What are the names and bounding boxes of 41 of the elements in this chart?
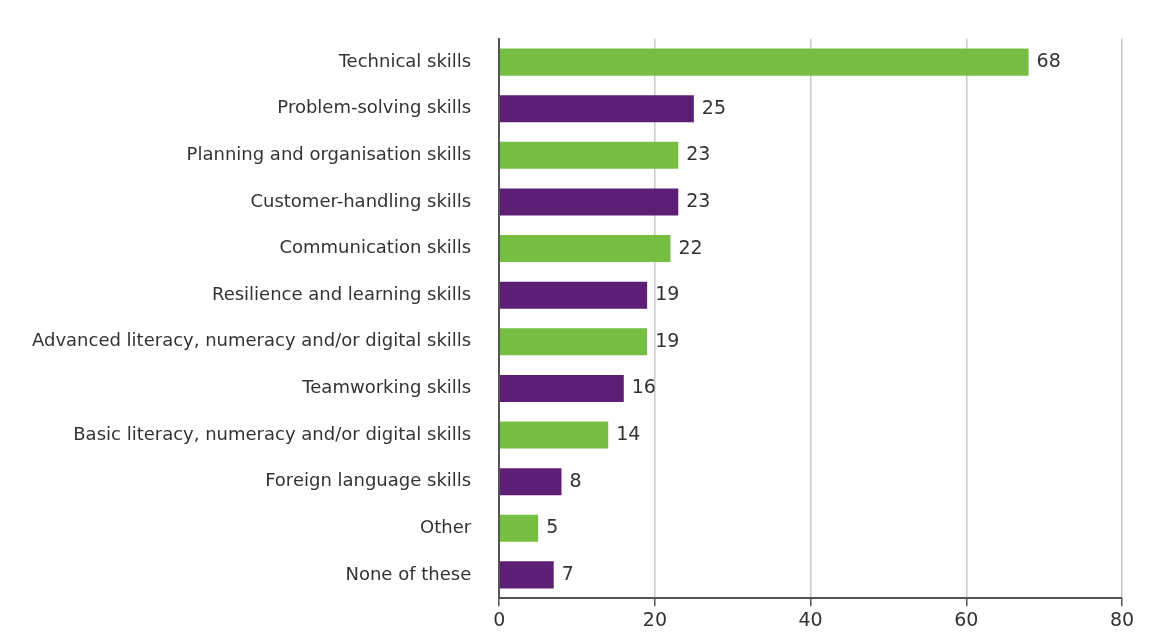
- bar: [499, 421, 609, 449]
- data-label: 19: [655, 282, 680, 305]
- data-label: 16: [631, 375, 656, 398]
- data-label: 5: [546, 515, 559, 538]
- bar: [499, 235, 671, 263]
- bar: [499, 468, 562, 496]
- y-tick-label: Resilience and learning skills: [211, 282, 472, 304]
- y-tick-label: Problem-solving skills: [277, 96, 472, 118]
- y-tick-label: Planning and organisation skills: [186, 143, 472, 165]
- bar: [499, 95, 694, 123]
- x-tick-label: 80: [1109, 607, 1135, 630]
- y-tick-label: Customer-handling skills: [250, 189, 472, 211]
- data-label: 23: [686, 142, 711, 165]
- bar: [499, 141, 679, 169]
- data-label: 25: [701, 95, 727, 118]
- y-tick-label: None of these: [345, 562, 472, 584]
- bar: [499, 514, 539, 542]
- bar: [499, 374, 624, 402]
- bar: [499, 328, 648, 356]
- data-label: 68: [1036, 49, 1061, 72]
- y-tick-label: Other: [420, 515, 472, 537]
- bar: [499, 188, 679, 216]
- y-tick-label: Advanced literacy, numeracy and/or digital skills: [31, 329, 472, 351]
- bar: [499, 48, 1029, 76]
- y-tick-label: Basic literacy, numeracy and/or digital skills: [73, 422, 472, 444]
- bar: [499, 281, 648, 309]
- data-label: 7: [561, 561, 574, 584]
- data-label: 19: [655, 328, 680, 351]
- data-label: 14: [616, 421, 641, 444]
- y-tick-label: Communication skills: [279, 236, 472, 258]
- bar: [499, 561, 554, 589]
- y-tick-label: Technical skills: [337, 49, 472, 71]
- x-tick-label: 0: [493, 607, 506, 630]
- y-tick-label: Teamworking skills: [301, 376, 472, 398]
- data-label: 22: [678, 235, 703, 258]
- x-tick-label: 40: [798, 607, 823, 630]
- x-tick-label: 60: [954, 607, 979, 630]
- x-tick-label: 20: [642, 607, 668, 630]
- data-label: 23: [686, 188, 711, 211]
- data-label: 8: [569, 468, 582, 491]
- y-tick-label: Foreign language skills: [265, 469, 472, 491]
